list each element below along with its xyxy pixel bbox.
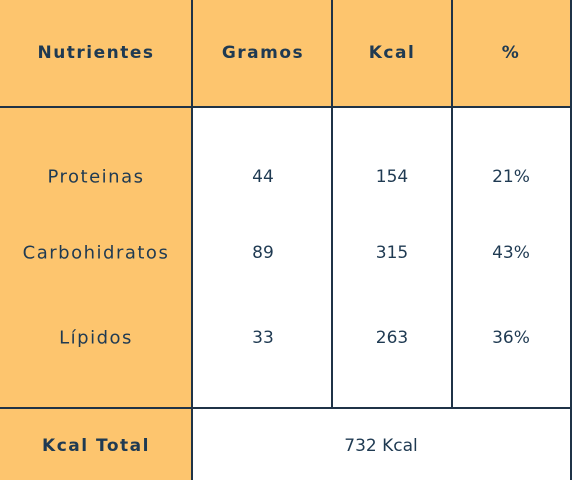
column-border	[191, 0, 193, 480]
column-border	[570, 0, 572, 480]
header-background	[0, 0, 572, 107]
label-column-background	[0, 107, 192, 480]
cell: 21%	[492, 167, 530, 187]
column-border	[451, 0, 453, 409]
cell: 154	[375, 167, 409, 187]
row-label: Lípidos	[59, 327, 133, 349]
header-cell: Gramos	[221, 43, 305, 63]
cell: 315	[375, 243, 409, 263]
row-border	[0, 106, 572, 108]
header-cell: Kcal	[368, 43, 416, 63]
cell: 36%	[492, 328, 530, 348]
row-label: Proteinas	[47, 166, 145, 188]
header-cell: %	[501, 43, 521, 63]
row-label: Carbohidratos	[22, 242, 170, 264]
cell: 43%	[492, 243, 530, 263]
cell: 89	[252, 243, 274, 263]
header-cell: Nutrientes	[37, 43, 155, 63]
cell: 263	[375, 328, 409, 348]
column-border	[331, 0, 333, 409]
row-border	[0, 407, 572, 409]
footer-label: Kcal Total	[42, 436, 150, 456]
footer-value: 732 Kcal	[344, 436, 418, 456]
cell: 33	[252, 328, 274, 348]
cell: 44	[252, 167, 274, 187]
